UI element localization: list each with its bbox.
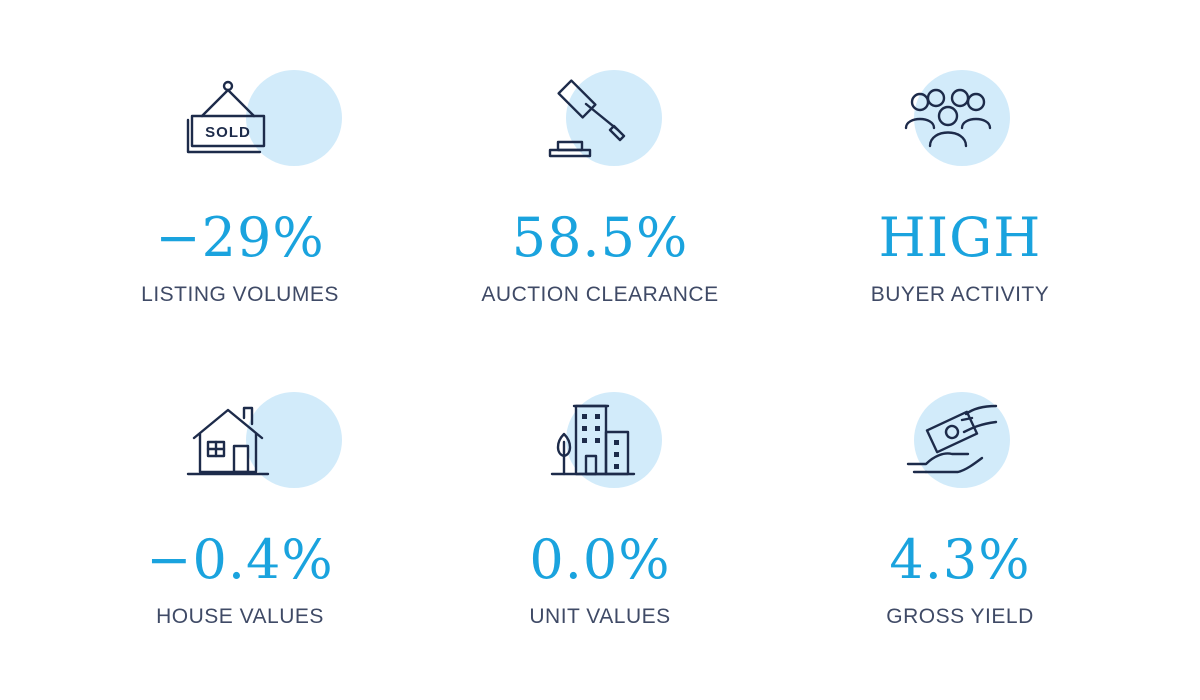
stat-buyer-activity: HIGH BUYER ACTIVITY (770, 70, 1150, 350)
stat-unit-values: 0.0% UNIT VALUES (410, 392, 790, 672)
icon-wrap (770, 70, 1150, 170)
stat-gross-yield: 4.3% GROSS YIELD (770, 392, 1150, 672)
stat-value: −29% (155, 206, 325, 269)
money-in-hand-icon (906, 404, 998, 474)
icon-wrap (410, 70, 790, 170)
stat-label: AUCTION CLEARANCE (481, 283, 719, 306)
icon-wrap (50, 392, 430, 492)
stat-label: UNIT VALUES (529, 605, 671, 628)
stat-label: BUYER ACTIVITY (870, 283, 1050, 306)
icon-wrap (770, 392, 1150, 492)
stat-value: 58.5% (511, 206, 689, 269)
stat-house-values: −0.4% HOUSE VALUES (50, 392, 430, 672)
icon-wrap (410, 392, 790, 492)
stat-label: GROSS YIELD (886, 605, 1034, 628)
apartment-building-icon (550, 404, 636, 476)
stat-value: −0.4% (146, 528, 334, 591)
stat-label: HOUSE VALUES (156, 605, 324, 628)
stat-auction-clearance: 58.5% AUCTION CLEARANCE (410, 70, 790, 350)
stat-listing-volumes: SOLD −29% LISTING VOLUMES (50, 70, 430, 350)
auction-gavel-icon (548, 79, 626, 158)
stat-label: LISTING VOLUMES (141, 283, 339, 306)
house-icon (186, 406, 270, 476)
stat-value: 0.0% (529, 528, 671, 591)
sold-sign-icon: SOLD (186, 80, 266, 154)
icon-circle (246, 70, 342, 166)
stat-value: 4.3% (889, 528, 1031, 591)
stat-value: HIGH (878, 206, 1042, 269)
icon-circle (246, 392, 342, 488)
sold-sign-text: SOLD (205, 124, 251, 141)
icon-wrap: SOLD (50, 70, 430, 170)
buyer-group-icon (904, 88, 992, 148)
icon-circle (914, 70, 1010, 166)
